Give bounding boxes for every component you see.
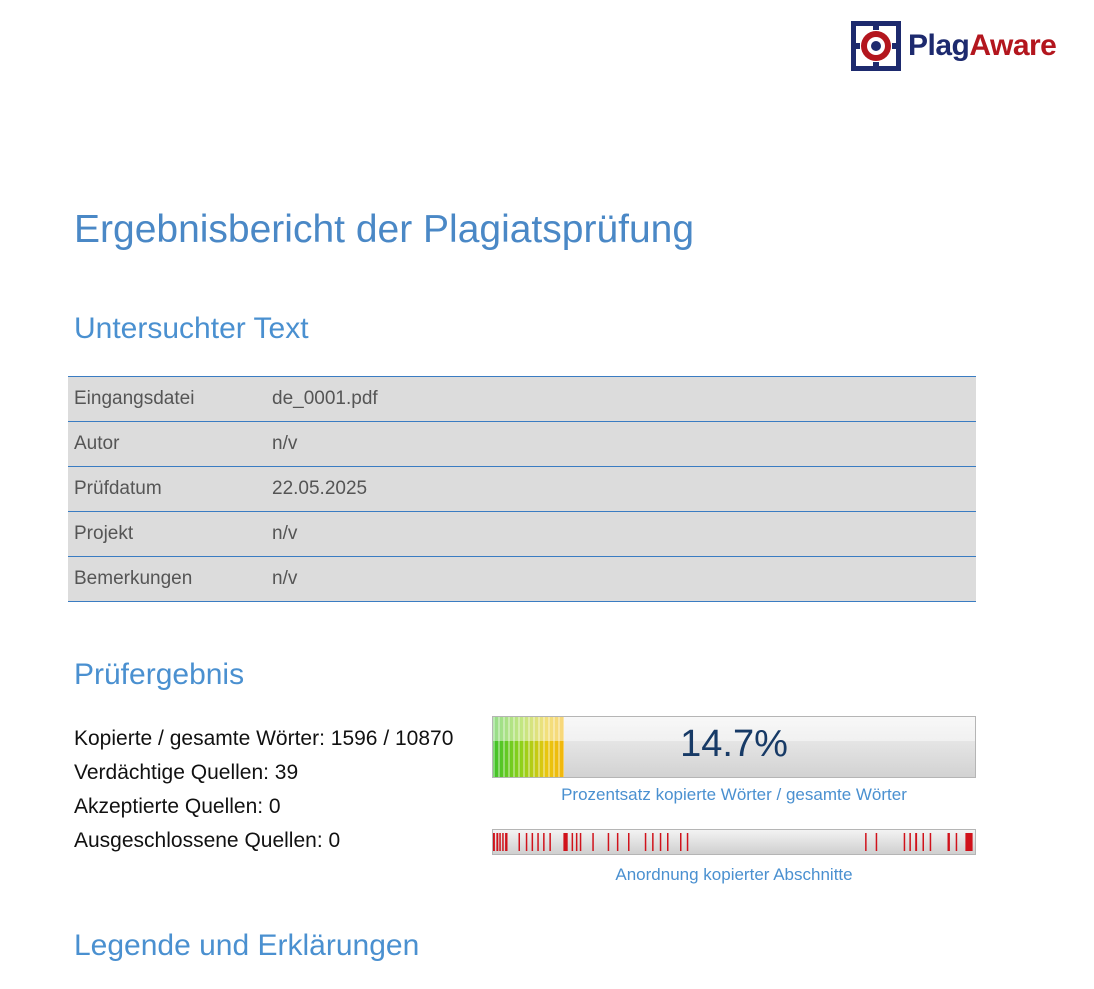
copied-section-mark	[592, 833, 594, 851]
field-value: n/v	[266, 511, 976, 557]
field-label: Autor	[68, 421, 266, 467]
distribution-caption: Anordnung kopierter Abschnitte	[615, 865, 853, 884]
suspicious-sources: Verdächtige Quellen: 39	[74, 761, 299, 784]
table-row: Prüfdatum 22.05.2025	[68, 466, 976, 512]
copied-section-mark	[563, 833, 568, 851]
copied-section-mark	[915, 833, 918, 851]
copied-section-mark	[909, 833, 911, 851]
report-title: Ergebnisbericht der Plagiatsprüfung	[74, 208, 695, 251]
field-label: Projekt	[68, 511, 266, 557]
result-stats: Kopierte / gesamte Wörter: 1596 / 10870 …	[74, 722, 453, 858]
copied-section-mark	[607, 833, 610, 851]
copied-section-mark	[903, 833, 906, 851]
gauge-value: 14.7%	[680, 723, 788, 765]
copied-section-mark	[525, 833, 528, 851]
copied-section-mark	[499, 833, 501, 851]
field-value: 22.05.2025	[266, 466, 976, 512]
copied-percentage-gauge: 14.7%	[492, 716, 976, 778]
field-value: n/v	[266, 556, 976, 602]
accepted-sources: Akzeptierte Quellen: 0	[74, 795, 281, 818]
copied-section-mark	[628, 833, 630, 851]
section-heading-legend: Legende und Erklärungen	[74, 929, 420, 962]
copied-section-mark	[680, 833, 682, 851]
copied-section-mark	[965, 833, 973, 851]
gauge-fill	[493, 717, 564, 777]
copied-section-mark	[947, 833, 950, 851]
copied-section-mark	[543, 833, 545, 851]
excluded-sources: Ausgeschlossene Quellen: 0	[74, 829, 341, 852]
table-row: Eingangsdatei de_0001.pdf	[68, 376, 976, 422]
copied-section-mark	[537, 833, 539, 851]
field-label: Bemerkungen	[68, 556, 266, 602]
copied-section-mark	[579, 833, 582, 851]
copied-section-mark	[518, 833, 520, 851]
table-row: Projekt n/v	[68, 511, 976, 557]
copied-section-mark	[652, 833, 654, 851]
copied-section-mark	[865, 833, 867, 851]
field-label: Prüfdatum	[68, 466, 266, 512]
table-row: Autor n/v	[68, 421, 976, 467]
copied-section-mark	[616, 833, 619, 851]
distribution-bars	[493, 833, 973, 851]
gauge-caption: Prozentsatz kopierte Wörter / gesamte Wö…	[561, 785, 907, 804]
section-heading-examined-text: Untersuchter Text	[74, 312, 309, 345]
table-row: Bemerkungen n/v	[68, 556, 976, 602]
copied-section-mark	[667, 833, 669, 851]
target-eye-icon	[851, 21, 901, 71]
copied-sections-distribution	[492, 829, 976, 855]
copied-total-words: Kopierte / gesamte Wörter: 1596 / 10870	[74, 727, 454, 750]
copied-section-mark	[686, 833, 689, 851]
copied-section-mark	[955, 833, 958, 851]
copied-section-mark	[575, 833, 578, 851]
copied-section-mark	[875, 833, 878, 851]
copied-section-mark	[505, 833, 508, 851]
copied-section-mark	[644, 833, 647, 851]
document-info-table: Eingangsdatei de_0001.pdf Autor n/v Prüf…	[68, 376, 976, 602]
logo-wordmark: PlagAware	[908, 29, 1057, 62]
copied-section-mark	[571, 833, 574, 851]
copied-section-mark	[493, 833, 495, 851]
gauge-stripes	[493, 717, 564, 777]
plagaware-logo: PlagAware	[850, 18, 1057, 74]
section-heading-result: Prüfergebnis	[74, 658, 245, 691]
field-value: de_0001.pdf	[266, 376, 976, 422]
copied-section-mark	[496, 833, 499, 851]
copied-section-mark	[929, 833, 932, 851]
field-value: n/v	[266, 421, 976, 467]
copied-section-mark	[502, 833, 504, 851]
copied-section-mark	[659, 833, 662, 851]
field-label: Eingangsdatei	[68, 376, 266, 422]
gauge-gloss	[493, 717, 975, 741]
copied-section-mark	[549, 833, 551, 851]
copied-section-mark	[531, 833, 534, 851]
copied-section-mark	[922, 833, 924, 851]
